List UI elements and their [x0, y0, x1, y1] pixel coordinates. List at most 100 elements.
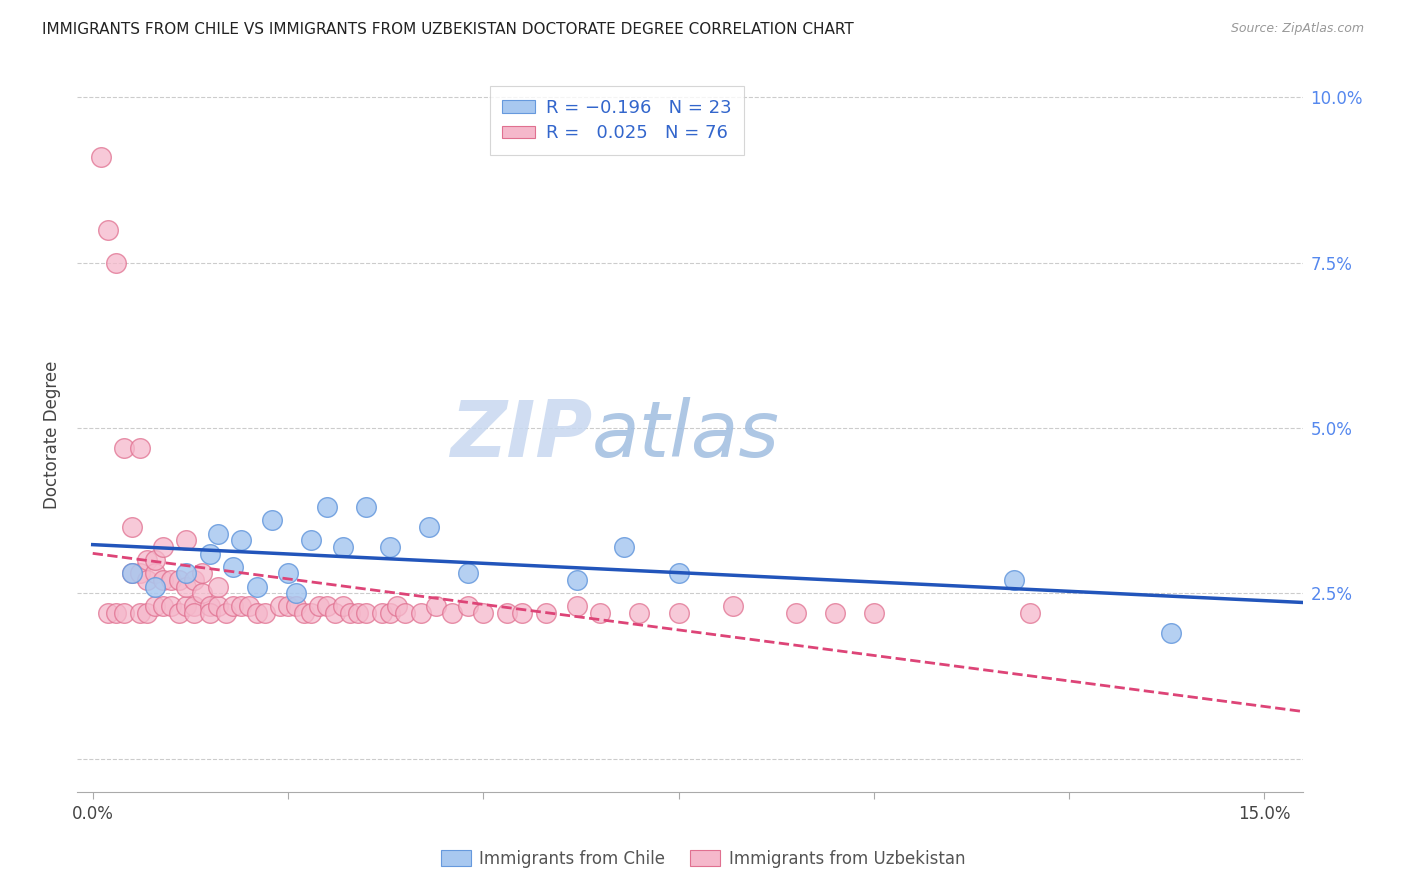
Point [176, 580, 198, 594]
Legend: Immigrants from Chile, Immigrants from Uzbekistan: Immigrants from Chile, Immigrants from U… [434, 844, 972, 875]
Point [222, 599, 245, 614]
Point [198, 599, 221, 614]
Point [152, 573, 174, 587]
Point [332, 540, 354, 554]
Point [323, 606, 346, 620]
Point [183, 606, 205, 620]
Point [332, 599, 354, 614]
Y-axis label: Doctorate Degree: Doctorate Degree [44, 360, 60, 508]
Point [457, 566, 479, 581]
Point [143, 566, 166, 581]
Text: IMMIGRANTS FROM CHILE VS IMMIGRANTS FROM UZBEKISTAN DOCTORATE DEGREE CORRELATION: IMMIGRANTS FROM CHILE VS IMMIGRANTS FROM… [42, 22, 853, 37]
Point [121, 566, 143, 581]
Point [589, 606, 612, 620]
Point [440, 606, 463, 620]
Point [105, 606, 128, 620]
Point [112, 606, 135, 620]
Point [229, 533, 252, 548]
Point [89, 150, 111, 164]
Point [191, 566, 214, 581]
Point [198, 606, 221, 620]
Point [176, 566, 198, 581]
Point [425, 599, 447, 614]
Point [378, 540, 401, 554]
Point [394, 606, 416, 620]
Point [167, 573, 190, 587]
Text: ZIP: ZIP [450, 397, 592, 473]
Point [299, 606, 322, 620]
Point [121, 520, 143, 534]
Point [262, 513, 284, 527]
Point [183, 599, 205, 614]
Point [565, 599, 588, 614]
Point [159, 599, 181, 614]
Point [176, 533, 198, 548]
Point [143, 599, 166, 614]
Point [246, 606, 269, 620]
Text: Source: ZipAtlas.com: Source: ZipAtlas.com [1230, 22, 1364, 36]
Point [269, 599, 291, 614]
Point [534, 606, 557, 620]
Point [152, 540, 174, 554]
Point [308, 599, 330, 614]
Point [121, 566, 143, 581]
Legend: R = −0.196   N = 23, R =   0.025   N = 76: R = −0.196 N = 23, R = 0.025 N = 76 [489, 87, 744, 155]
Point [824, 606, 846, 620]
Point [229, 599, 252, 614]
Point [316, 599, 339, 614]
Point [347, 606, 370, 620]
Point [862, 606, 884, 620]
Point [183, 573, 205, 587]
Point [284, 586, 307, 600]
Point [105, 255, 128, 269]
Point [628, 606, 651, 620]
Point [299, 533, 322, 548]
Point [378, 606, 401, 620]
Point [207, 526, 229, 541]
Point [159, 573, 181, 587]
Point [316, 500, 339, 515]
Point [409, 606, 432, 620]
Point [97, 606, 120, 620]
Point [207, 580, 229, 594]
Point [176, 599, 198, 614]
Point [143, 580, 166, 594]
Point [246, 580, 269, 594]
Point [1019, 606, 1042, 620]
Point [284, 599, 307, 614]
Point [152, 599, 174, 614]
Point [565, 573, 588, 587]
Point [387, 599, 409, 614]
Point [277, 566, 299, 581]
Point [238, 599, 260, 614]
Point [354, 500, 377, 515]
Point [418, 520, 440, 534]
Point [1160, 626, 1182, 640]
Point [785, 606, 807, 620]
Point [370, 606, 392, 620]
Point [1002, 573, 1025, 587]
Point [97, 222, 120, 236]
Point [277, 599, 299, 614]
Point [668, 566, 690, 581]
Text: atlas: atlas [592, 397, 780, 473]
Point [457, 599, 479, 614]
Point [222, 559, 245, 574]
Point [128, 606, 150, 620]
Point [292, 606, 315, 620]
Point [721, 599, 744, 614]
Point [207, 599, 229, 614]
Point [339, 606, 361, 620]
Point [510, 606, 533, 620]
Point [136, 606, 159, 620]
Point [136, 573, 159, 587]
Point [354, 606, 377, 620]
Point [128, 441, 150, 455]
Point [495, 606, 517, 620]
Point [253, 606, 276, 620]
Point [112, 441, 135, 455]
Point [191, 586, 214, 600]
Point [128, 566, 150, 581]
Point [613, 540, 636, 554]
Point [167, 606, 190, 620]
